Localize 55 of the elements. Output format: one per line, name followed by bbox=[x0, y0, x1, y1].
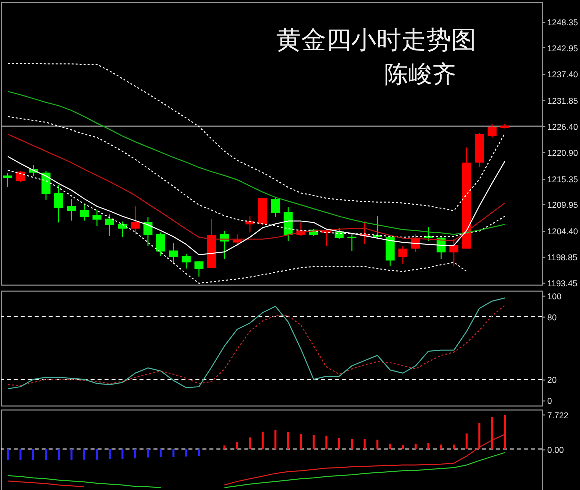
y-tick-label: 0.00 bbox=[548, 444, 564, 455]
bar bbox=[83, 449, 86, 460]
candlestick bbox=[271, 198, 280, 218]
candlestick bbox=[105, 214, 114, 238]
line-series bbox=[8, 91, 506, 236]
y-tick-label: 1193.45 bbox=[548, 278, 578, 288]
bar bbox=[147, 449, 150, 458]
candlestick bbox=[169, 242, 178, 265]
y-tick-label: 100 bbox=[548, 292, 562, 302]
candlestick bbox=[80, 204, 89, 222]
candlestick bbox=[386, 236, 395, 266]
y-tick-label: 1209.95 bbox=[548, 200, 578, 210]
bar bbox=[414, 444, 417, 450]
candlestick bbox=[488, 123, 497, 138]
bar bbox=[160, 449, 162, 458]
text: 陈峻齐 bbox=[384, 60, 456, 88]
y-tick-label: 1220.90 bbox=[548, 148, 578, 158]
candlestick bbox=[4, 172, 12, 188]
candlestick bbox=[348, 234, 357, 252]
candlestick bbox=[194, 260, 204, 278]
bar bbox=[20, 449, 22, 460]
y-tick-label: 80 bbox=[548, 312, 558, 323]
y-tick-label: 1204.40 bbox=[548, 226, 578, 236]
y-tick-label: 1226.40 bbox=[548, 122, 578, 132]
y-tick-label: 20 bbox=[548, 375, 558, 386]
candlestick bbox=[398, 246, 408, 265]
candlestick bbox=[182, 254, 191, 270]
candlestick bbox=[284, 207, 293, 242]
candlestick bbox=[130, 206, 140, 236]
text: 黄金四小时走势图 bbox=[276, 25, 476, 54]
bar bbox=[224, 446, 226, 450]
y-tick-label: 7.722 bbox=[548, 410, 570, 420]
bar bbox=[287, 432, 290, 450]
candlestick bbox=[156, 232, 166, 257]
bar bbox=[351, 439, 354, 450]
y-tick-label: 1248.35 bbox=[548, 18, 578, 28]
y-tick-label: 1198.85 bbox=[548, 252, 578, 263]
y-tick-label: 1237.40 bbox=[548, 70, 578, 80]
candlestick bbox=[92, 209, 102, 228]
candlestick bbox=[220, 230, 230, 260]
y-tick-label: 1231.85 bbox=[548, 96, 578, 106]
candlestick bbox=[450, 238, 459, 266]
bar bbox=[274, 430, 277, 450]
line-series bbox=[8, 170, 468, 284]
line-series bbox=[8, 63, 506, 212]
y-tick-label: 1215.35 bbox=[548, 174, 578, 184]
candlestick bbox=[67, 198, 76, 222]
candlestick bbox=[54, 184, 64, 224]
candlestick bbox=[118, 221, 128, 238]
bar bbox=[96, 449, 98, 460]
y-tick-label: 1242.95 bbox=[548, 43, 578, 54]
y-tick-label: 0 bbox=[548, 396, 553, 406]
bar bbox=[32, 449, 34, 460]
candlestick bbox=[144, 217, 153, 247]
bar bbox=[478, 423, 481, 450]
